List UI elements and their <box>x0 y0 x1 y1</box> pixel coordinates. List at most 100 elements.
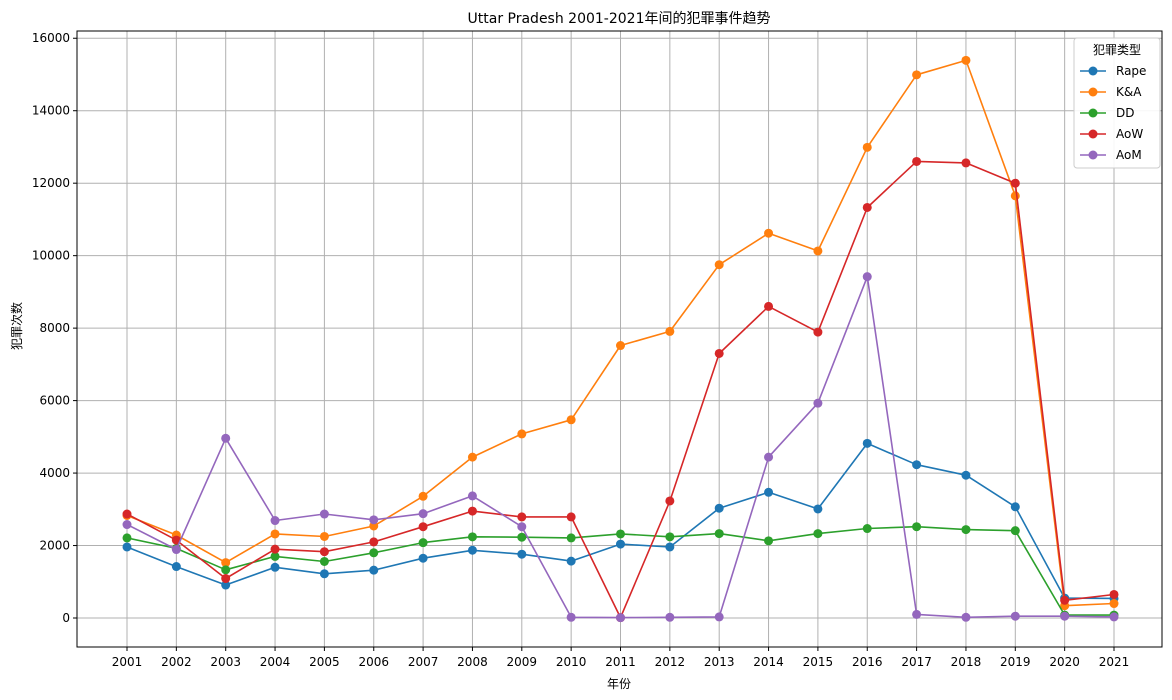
data-point <box>517 549 527 559</box>
data-point <box>418 522 428 532</box>
data-point <box>221 574 231 584</box>
data-point <box>467 532 477 542</box>
data-point <box>764 228 774 238</box>
data-point <box>714 612 724 622</box>
data-point <box>1109 612 1119 622</box>
data-point <box>319 556 329 566</box>
plot-frame <box>76 30 1163 648</box>
data-point <box>270 544 280 554</box>
data-point <box>862 202 872 212</box>
data-point <box>171 562 181 572</box>
data-point <box>714 503 724 513</box>
data-point <box>221 558 231 568</box>
x-tick-label: 2016 <box>852 655 883 669</box>
series-k-a <box>122 55 1119 611</box>
data-point <box>1010 502 1020 512</box>
data-point <box>714 260 724 270</box>
data-point <box>961 525 971 535</box>
legend-items: Rape K&A DD AoW AoM <box>1080 64 1146 162</box>
y-tick-label: 12000 <box>32 176 70 190</box>
data-point <box>1010 526 1020 536</box>
data-point <box>813 246 823 256</box>
x-tick-label: 2002 <box>161 655 192 669</box>
x-tick-label: 2008 <box>457 655 488 669</box>
x-axis: 2001 2002 2003 2004 2005 2006 2007 2008 2009 2010… <box>112 647 1130 669</box>
legend-marker <box>1088 66 1098 76</box>
data-point <box>369 565 379 575</box>
y-tick-label: 6000 <box>39 394 70 408</box>
data-point <box>467 452 477 462</box>
data-point <box>319 547 329 557</box>
y-tick-label: 4000 <box>39 466 70 480</box>
x-tick-label: 2013 <box>704 655 735 669</box>
data-point <box>961 158 971 168</box>
data-point <box>616 529 625 539</box>
data-point <box>467 545 477 555</box>
y-tick-label: 14000 <box>32 104 70 118</box>
data-point <box>369 537 379 547</box>
x-tick-label: 2010 <box>556 655 587 669</box>
data-point <box>270 529 280 539</box>
legend-label: DD <box>1116 106 1134 120</box>
data-point <box>665 532 675 542</box>
x-tick-label: 2021 <box>1099 655 1130 669</box>
legend-label: AoW <box>1116 127 1143 141</box>
x-tick-label: 2001 <box>112 655 143 669</box>
series-aom <box>122 272 1119 623</box>
data-point <box>369 521 379 531</box>
y-tick-label: 8000 <box>39 321 70 335</box>
data-point <box>566 533 576 543</box>
data-point <box>517 522 527 532</box>
data-point <box>517 532 527 542</box>
data-point <box>467 491 477 501</box>
data-point <box>122 520 132 530</box>
data-point <box>862 272 872 282</box>
x-tick-label: 2020 <box>1049 655 1080 669</box>
legend-entry: AoW <box>1080 127 1143 141</box>
data-point <box>467 506 477 516</box>
legend-marker <box>1088 87 1098 97</box>
data-point <box>418 509 428 519</box>
x-tick-label: 2003 <box>210 655 241 669</box>
legend-entry: DD <box>1080 106 1134 120</box>
legend-marker <box>1088 108 1098 118</box>
data-point <box>566 612 576 622</box>
x-tick-label: 2012 <box>655 655 686 669</box>
data-point <box>665 612 675 622</box>
series-layer <box>122 55 1119 623</box>
data-point <box>616 539 625 549</box>
data-point <box>1010 191 1020 201</box>
data-point <box>1060 595 1070 605</box>
data-point <box>319 509 329 519</box>
y-axis: 0 2000 4000 6000 8000 10000 12000 14000 16000 <box>32 31 77 625</box>
x-tick-label: 2019 <box>1000 655 1031 669</box>
data-point <box>912 522 922 532</box>
data-point <box>764 301 774 311</box>
data-point <box>1060 611 1070 621</box>
data-point <box>221 580 231 590</box>
legend-label: K&A <box>1116 85 1142 99</box>
x-tick-label: 2004 <box>260 655 291 669</box>
x-tick-label: 2015 <box>803 655 834 669</box>
data-point <box>764 536 774 546</box>
data-point <box>566 556 576 566</box>
data-point <box>1109 599 1119 609</box>
legend-entry: K&A <box>1080 85 1142 99</box>
y-axis-title: 犯罪次数 <box>9 302 24 350</box>
data-point <box>714 529 724 539</box>
legend-label: AoM <box>1116 148 1142 162</box>
x-axis-title: 年份 <box>607 677 631 691</box>
data-point <box>813 529 823 539</box>
data-point <box>665 496 675 506</box>
data-point <box>912 609 922 619</box>
y-tick-label: 2000 <box>39 539 70 553</box>
data-point <box>862 524 872 534</box>
data-point <box>764 487 774 497</box>
data-point <box>270 562 280 572</box>
data-point <box>517 429 527 439</box>
data-point <box>270 516 280 526</box>
legend-entry: Rape <box>1080 64 1146 78</box>
data-point <box>319 531 329 541</box>
data-point <box>961 470 971 480</box>
